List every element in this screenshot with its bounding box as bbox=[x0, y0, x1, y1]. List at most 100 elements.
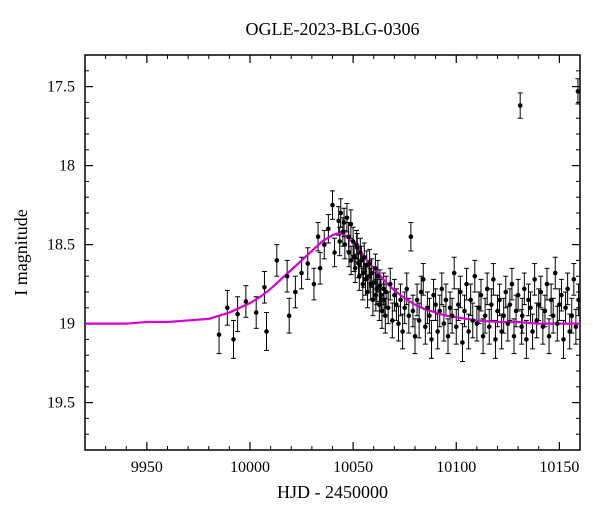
data-point bbox=[417, 318, 422, 323]
data-point bbox=[518, 103, 523, 108]
data-point bbox=[464, 282, 469, 287]
y-tick-label: 19 bbox=[59, 316, 75, 333]
data-point bbox=[559, 293, 564, 298]
data-point bbox=[475, 321, 480, 326]
data-point bbox=[365, 290, 370, 295]
data-point bbox=[520, 313, 525, 318]
data-point bbox=[379, 293, 384, 298]
data-point bbox=[541, 324, 546, 329]
data-point bbox=[512, 334, 517, 339]
data-point bbox=[435, 329, 440, 334]
data-point bbox=[473, 274, 478, 279]
data-point bbox=[225, 306, 230, 311]
data-point bbox=[411, 309, 416, 314]
data-point bbox=[454, 324, 459, 329]
data-point bbox=[493, 337, 498, 342]
data-point bbox=[442, 321, 447, 326]
data-point bbox=[362, 255, 367, 260]
x-tick-label: 9950 bbox=[131, 459, 163, 476]
data-point bbox=[516, 293, 521, 298]
data-point bbox=[409, 234, 414, 239]
data-point bbox=[361, 271, 366, 276]
data-point bbox=[519, 324, 524, 329]
data-point bbox=[576, 89, 581, 94]
data-point bbox=[565, 287, 570, 292]
data-point bbox=[415, 298, 420, 303]
data-point bbox=[499, 329, 504, 334]
data-point bbox=[470, 318, 475, 323]
data-point bbox=[539, 290, 544, 295]
data-point bbox=[293, 290, 298, 295]
data-point bbox=[386, 306, 391, 311]
data-point bbox=[413, 334, 418, 339]
data-point bbox=[322, 242, 327, 247]
data-point bbox=[377, 302, 382, 307]
data-point bbox=[382, 298, 387, 303]
data-point bbox=[510, 282, 515, 287]
data-point bbox=[287, 313, 292, 318]
data-point bbox=[244, 299, 249, 304]
data-point bbox=[563, 306, 568, 311]
data-point bbox=[448, 306, 453, 311]
data-point bbox=[402, 306, 407, 311]
y-tick-label: 18.5 bbox=[47, 237, 75, 254]
data-point bbox=[407, 313, 412, 318]
data-point bbox=[367, 261, 372, 266]
lightcurve-chart: OGLE-2023-BLG-0306 HJD - 2450000 I magnitu… bbox=[0, 0, 600, 512]
data-point bbox=[217, 332, 222, 337]
data-point bbox=[342, 220, 347, 225]
data-point bbox=[353, 266, 358, 271]
data-point bbox=[522, 287, 527, 292]
data-point bbox=[380, 309, 385, 314]
data-point bbox=[431, 293, 436, 298]
data-point bbox=[318, 266, 323, 271]
data-point bbox=[392, 293, 397, 298]
data-point bbox=[433, 302, 438, 307]
data-point bbox=[285, 274, 290, 279]
data-point bbox=[460, 340, 465, 345]
chart-title: OGLE-2023-BLG-0306 bbox=[246, 19, 420, 39]
data-point bbox=[487, 324, 492, 329]
data-point bbox=[481, 334, 486, 339]
data-point bbox=[235, 312, 240, 317]
data-point bbox=[495, 309, 500, 314]
data-point bbox=[332, 250, 337, 255]
data-point bbox=[423, 324, 428, 329]
data-point bbox=[545, 282, 550, 287]
data-point bbox=[503, 290, 508, 295]
data-point bbox=[337, 239, 342, 244]
data-point bbox=[458, 290, 463, 295]
y-tick-label: 18 bbox=[59, 158, 75, 175]
data-point bbox=[477, 306, 482, 311]
data-point bbox=[528, 306, 533, 311]
data-point bbox=[394, 302, 399, 307]
data-point bbox=[357, 274, 362, 279]
data-point bbox=[398, 298, 403, 303]
chart-container: OGLE-2023-BLG-0306 HJD - 2450000 I magnitu… bbox=[0, 0, 600, 512]
data-point bbox=[452, 271, 457, 276]
data-point bbox=[371, 280, 376, 285]
data-point bbox=[262, 285, 267, 290]
data-point bbox=[349, 222, 354, 227]
data-point bbox=[374, 293, 379, 298]
data-point bbox=[555, 321, 560, 326]
data-point bbox=[524, 337, 529, 342]
data-point bbox=[553, 271, 558, 276]
data-point bbox=[572, 277, 577, 282]
data-point bbox=[275, 258, 280, 263]
data-point bbox=[316, 234, 321, 239]
data-point bbox=[514, 309, 519, 314]
x-axis-label: HJD - 2450000 bbox=[277, 482, 388, 502]
data-point bbox=[479, 293, 484, 298]
data-point bbox=[561, 337, 566, 342]
data-point bbox=[363, 277, 368, 282]
y-axis-label: I magnitude bbox=[11, 209, 31, 295]
data-point bbox=[466, 329, 471, 334]
data-point bbox=[508, 302, 513, 307]
data-point bbox=[343, 242, 348, 247]
data-point bbox=[532, 277, 537, 282]
x-tick-label: 10100 bbox=[436, 459, 476, 476]
data-point bbox=[312, 282, 317, 287]
x-tick-label: 10050 bbox=[333, 459, 373, 476]
data-point bbox=[305, 261, 310, 266]
